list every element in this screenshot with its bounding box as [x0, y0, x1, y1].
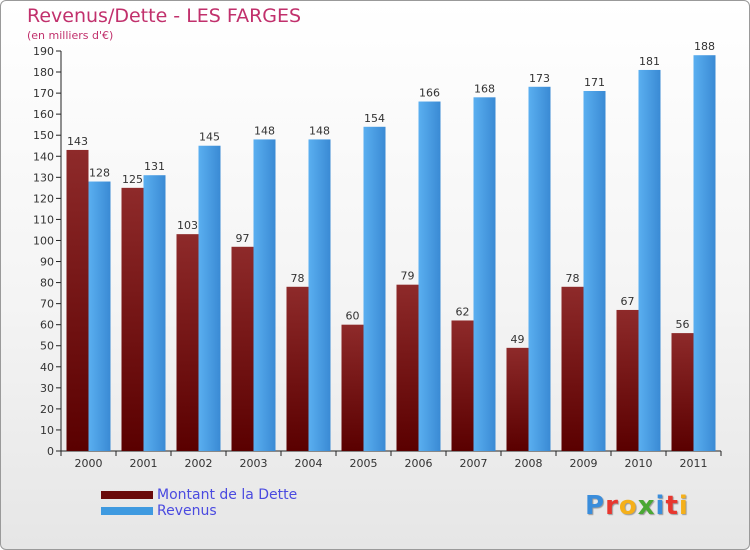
x-tick-label: 2011 — [680, 457, 708, 470]
bar-dette — [561, 286, 584, 451]
bar-dette — [231, 246, 254, 451]
y-tick-label: 150 — [33, 129, 54, 142]
bar-dette — [616, 309, 639, 451]
bar-dette — [341, 324, 364, 451]
y-tick-label: 30 — [40, 382, 54, 395]
proxiti-logo: Proxiti — [585, 491, 689, 521]
logo-letter: t — [665, 491, 679, 521]
bar-revenus — [638, 69, 661, 452]
bar-revenus — [473, 97, 496, 451]
value-label-dette: 125 — [122, 173, 143, 186]
value-label-dette: 103 — [177, 219, 198, 232]
logo-letter: r — [605, 491, 619, 521]
x-tick-label: 2006 — [405, 457, 433, 470]
bar-dette — [176, 234, 199, 451]
value-label-revenus: 148 — [254, 124, 275, 137]
bar-revenus — [583, 91, 606, 451]
value-label-revenus: 128 — [89, 167, 110, 180]
logo-letter: x — [637, 491, 656, 521]
x-tick-label: 2005 — [350, 457, 378, 470]
y-tick-label: 70 — [40, 298, 54, 311]
value-label-revenus: 168 — [474, 82, 495, 95]
logo-letter: i — [678, 491, 689, 521]
x-tick-label: 2008 — [515, 457, 543, 470]
bar-dette — [506, 347, 529, 451]
value-label-revenus: 173 — [529, 72, 550, 85]
value-label-dette: 67 — [621, 295, 635, 308]
bar-revenus — [418, 101, 441, 452]
chart-title: Revenus/Dette - LES FARGES — [27, 5, 302, 27]
y-tick-label: 80 — [40, 277, 54, 290]
logo-letter: P — [585, 491, 606, 521]
y-tick-label: 140 — [33, 150, 54, 163]
x-tick-label: 2000 — [75, 457, 103, 470]
value-label-dette: 60 — [346, 310, 360, 323]
y-tick-label: 90 — [40, 256, 54, 269]
y-tick-label: 10 — [40, 424, 54, 437]
value-label-revenus: 148 — [309, 124, 330, 137]
y-tick-label: 50 — [40, 340, 54, 353]
value-label-revenus: 166 — [419, 87, 440, 100]
bar-revenus — [253, 139, 276, 451]
bar-revenus — [88, 181, 111, 452]
value-label-dette: 56 — [676, 318, 690, 331]
value-label-dette: 78 — [566, 272, 580, 285]
legend: Montant de la Dette Revenus — [101, 487, 297, 519]
value-label-revenus: 131 — [144, 160, 165, 173]
legend-item-dette: Montant de la Dette — [101, 487, 297, 503]
y-tick-label: 160 — [33, 108, 54, 121]
bar-revenus — [693, 55, 716, 452]
bar-revenus — [363, 126, 386, 451]
bar-dette — [66, 149, 89, 451]
legend-swatch-dette — [101, 491, 153, 499]
value-label-dette: 78 — [291, 272, 305, 285]
value-label-dette: 79 — [401, 270, 415, 283]
bar-dette — [121, 187, 144, 451]
x-tick-label: 2007 — [460, 457, 488, 470]
x-tick-label: 2009 — [570, 457, 598, 470]
y-tick-label: 40 — [40, 361, 54, 374]
y-tick-label: 180 — [33, 66, 54, 79]
value-label-dette: 62 — [456, 305, 470, 318]
x-tick-label: 2004 — [295, 457, 323, 470]
value-label-revenus: 188 — [694, 40, 715, 53]
value-label-revenus: 181 — [639, 55, 660, 68]
value-label-dette: 97 — [236, 232, 250, 245]
bar-dette — [671, 333, 694, 451]
bar-dette — [451, 320, 474, 451]
chart-subtitle: (en milliers d'€) — [27, 29, 114, 42]
x-tick-label: 2010 — [625, 457, 653, 470]
y-tick-label: 190 — [33, 45, 54, 58]
legend-label-dette: Montant de la Dette — [157, 487, 298, 503]
legend-label-revenus: Revenus — [157, 503, 217, 519]
bar-dette — [286, 286, 309, 451]
y-tick-label: 20 — [40, 403, 54, 416]
bar-dette — [396, 284, 419, 451]
x-tick-label: 2002 — [185, 457, 213, 470]
bar-revenus — [308, 139, 331, 451]
y-tick-label: 0 — [47, 445, 54, 458]
bar-revenus — [198, 145, 221, 451]
legend-item-revenus: Revenus — [101, 503, 297, 519]
y-tick-label: 110 — [33, 213, 54, 226]
bar-revenus — [528, 86, 551, 451]
logo-letter: o — [618, 491, 638, 521]
y-tick-label: 100 — [33, 234, 54, 247]
value-label-revenus: 171 — [584, 76, 605, 89]
value-label-dette: 49 — [511, 333, 525, 346]
bar-revenus — [143, 175, 166, 452]
value-label-revenus: 145 — [199, 131, 220, 144]
y-tick-label: 170 — [33, 87, 54, 100]
legend-swatch-revenus — [101, 507, 153, 515]
value-label-dette: 143 — [67, 135, 88, 148]
y-tick-label: 130 — [33, 171, 54, 184]
x-tick-label: 2003 — [240, 457, 268, 470]
value-label-revenus: 154 — [364, 112, 385, 125]
y-tick-label: 120 — [33, 192, 54, 205]
y-tick-label: 60 — [40, 319, 54, 332]
logo-letter: i — [655, 491, 666, 521]
x-tick-label: 2001 — [130, 457, 158, 470]
